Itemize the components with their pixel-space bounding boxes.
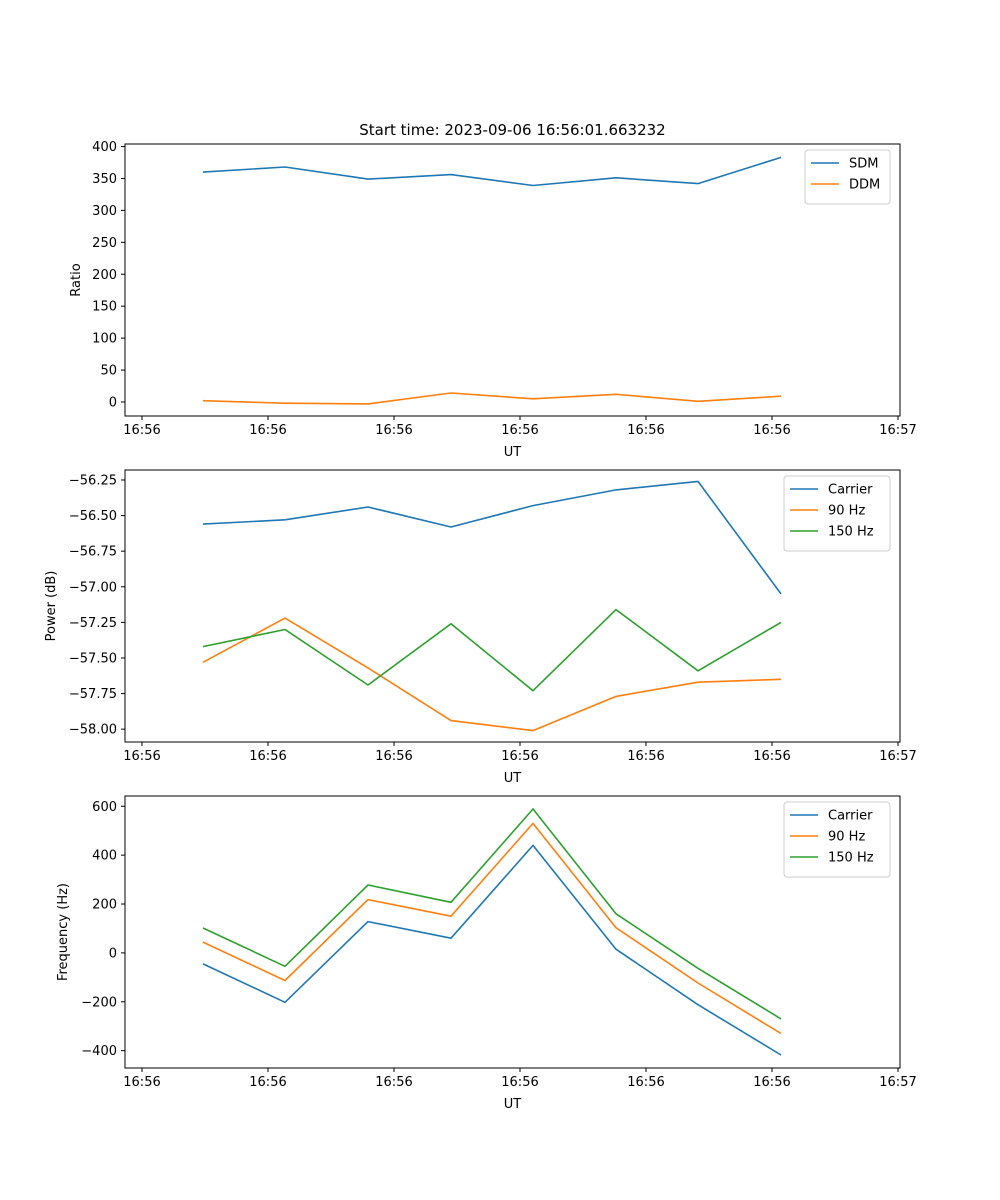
y-axis-label: Power (dB) xyxy=(44,571,59,642)
y-tick-label: −56.25 xyxy=(69,473,117,488)
x-tick-label: 16:56 xyxy=(753,423,790,438)
x-tick-label: 16:56 xyxy=(753,749,790,764)
x-tick-label: 16:56 xyxy=(753,1075,790,1090)
y-tick-label: −57.25 xyxy=(69,616,117,631)
legend-label: Carrier xyxy=(828,483,873,498)
series-line-carrier xyxy=(202,480,782,595)
legend-frame xyxy=(783,475,891,552)
series-line-90-hz xyxy=(202,617,782,732)
y-tick-label: 100 xyxy=(92,332,117,347)
legend: Carrier 90 Hz 150 Hz xyxy=(783,801,891,878)
x-tick-label: 16:56 xyxy=(501,749,538,764)
y-tick-label: 600 xyxy=(92,800,117,815)
x-tick-label: 16:56 xyxy=(123,1075,160,1090)
legend: Carrier 90 Hz 150 Hz xyxy=(783,475,891,552)
x-tick-label: 16:56 xyxy=(249,749,286,764)
legend-label: 150 Hz xyxy=(828,851,874,866)
x-tick-label: 16:57 xyxy=(879,423,916,438)
y-tick-label: 400 xyxy=(92,140,117,155)
subplot-3: 16:56 16:56 16:56 16:56 16:56 16:56 16:57 UT −40… xyxy=(56,795,917,1112)
y-tick-label: 0 xyxy=(109,946,117,961)
legend-label: Carrier xyxy=(828,809,873,824)
y-tick-label: −56.50 xyxy=(69,509,117,524)
y-tick-label: −57.75 xyxy=(69,687,117,702)
x-tick-label: 16:56 xyxy=(123,423,160,438)
series-line-carrier xyxy=(202,844,782,1056)
axes-frame xyxy=(124,143,901,417)
x-tick-label: 16:57 xyxy=(879,1075,916,1090)
x-tick-label: 16:56 xyxy=(627,423,664,438)
y-tick-label: −56.75 xyxy=(69,545,117,560)
y-tick-label: −57.50 xyxy=(69,651,117,666)
x-tick-label: 16:56 xyxy=(375,1075,412,1090)
y-tick-label: 200 xyxy=(92,898,117,913)
y-tick-label: 300 xyxy=(92,204,117,219)
y-tick-label: 250 xyxy=(92,236,117,251)
y-tick-label: 0 xyxy=(109,395,117,410)
legend-label: SDM xyxy=(849,157,878,172)
subplot-2: 16:56 16:56 16:56 16:56 16:56 16:56 16:57 UT −56… xyxy=(44,469,917,786)
y-axis-label: Ratio xyxy=(69,263,84,296)
series-line-90-hz xyxy=(202,822,782,1035)
x-axis-label: UT xyxy=(504,1097,522,1112)
x-tick-label: 16:56 xyxy=(123,749,160,764)
x-tick-label: 16:56 xyxy=(501,1075,538,1090)
y-tick-label: 200 xyxy=(92,268,117,283)
y-tick-label: −400 xyxy=(81,1044,117,1059)
series-line-sdm xyxy=(202,156,782,187)
legend-label: 150 Hz xyxy=(828,525,874,540)
y-tick-label: −57.00 xyxy=(69,580,117,595)
axes-frame xyxy=(124,469,901,743)
y-axis-label: Frequency (Hz) xyxy=(56,883,71,981)
x-tick-label: 16:56 xyxy=(375,749,412,764)
series-line-150-hz xyxy=(202,808,782,1020)
y-tick-label: −200 xyxy=(81,995,117,1010)
x-tick-label: 16:56 xyxy=(375,423,412,438)
x-tick-label: 16:56 xyxy=(627,749,664,764)
x-axis-label: UT xyxy=(504,771,522,786)
axes-frame xyxy=(124,795,901,1069)
legend-label: 90 Hz xyxy=(828,504,865,519)
legend-frame xyxy=(783,801,891,878)
legend-label: DDM xyxy=(849,178,880,193)
legend-label: 90 Hz xyxy=(828,830,865,845)
legend: SDM DDM xyxy=(804,149,891,205)
x-axis-label: UT xyxy=(504,445,522,460)
y-tick-label: 50 xyxy=(100,364,117,379)
x-tick-label: 16:56 xyxy=(627,1075,664,1090)
chart-title: Start time: 2023-09-06 16:56:01.663232 xyxy=(359,121,665,139)
y-tick-label: 400 xyxy=(92,849,117,864)
y-tick-label: 150 xyxy=(92,300,117,315)
x-tick-label: 16:57 xyxy=(879,749,916,764)
y-tick-label: 350 xyxy=(92,172,117,187)
subplot-1: Start time: 2023-09-06 16:56:01.663232 16… xyxy=(69,121,917,460)
series-line-150-hz xyxy=(202,608,782,692)
x-tick-label: 16:56 xyxy=(249,423,286,438)
x-tick-label: 16:56 xyxy=(501,423,538,438)
y-tick-label: −58.00 xyxy=(69,723,117,738)
x-tick-label: 16:56 xyxy=(249,1075,286,1090)
series-line-ddm xyxy=(202,392,782,405)
